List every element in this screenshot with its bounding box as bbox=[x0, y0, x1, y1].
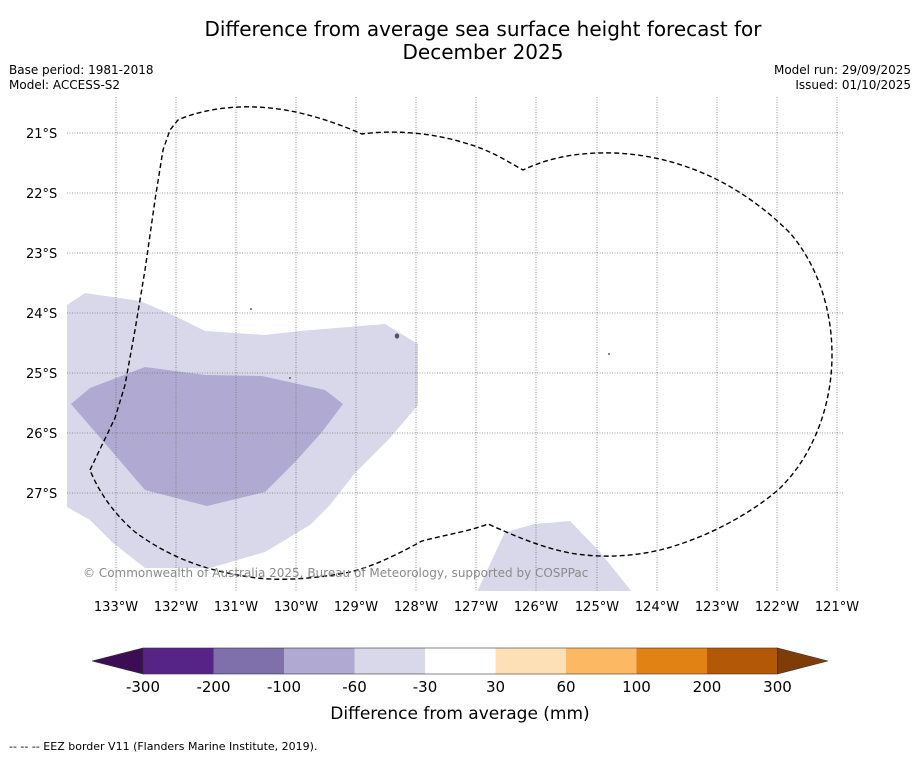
islands bbox=[250, 308, 610, 379]
anomaly-shading bbox=[67, 293, 632, 591]
cb-tick-minus100: -100 bbox=[267, 678, 301, 696]
eez-border bbox=[89, 106, 833, 580]
island-1 bbox=[394, 333, 400, 339]
meta-left: Base period: 1981-2018 Model: ACCESS-S2 bbox=[9, 63, 154, 93]
lon-label-126w: 126°W bbox=[514, 600, 558, 615]
longitude-labels: 133°W 132°W 131°W 130°W 129°W 128°W 127°… bbox=[94, 600, 859, 615]
copyright-text: © Commonwealth of Australia 2025, Bureau… bbox=[83, 566, 588, 580]
cb-tick-300: 300 bbox=[763, 678, 792, 696]
model-run: Model run: 29/09/2025 bbox=[773, 63, 911, 77]
colorbar-label: Difference from average (mm) bbox=[330, 704, 589, 724]
lon-label-130w: 130°W bbox=[274, 600, 318, 615]
lat-label-23s: 23°S bbox=[26, 247, 57, 262]
region-south-minus30 bbox=[477, 521, 632, 591]
lon-label-131w: 131°W bbox=[214, 600, 258, 615]
lon-label-132w: 132°W bbox=[154, 600, 198, 615]
issued-date: Issued: 01/10/2025 bbox=[795, 78, 911, 92]
lon-label-128w: 128°W bbox=[394, 600, 438, 615]
island-2 bbox=[250, 308, 252, 310]
lon-label-133w: 133°W bbox=[94, 600, 138, 615]
colorbar-segment-minus30-30 bbox=[425, 648, 496, 674]
colorbar-segment-200-300 bbox=[707, 648, 778, 674]
model-name: Model: ACCESS-S2 bbox=[9, 78, 121, 92]
cb-tick-minus200: -200 bbox=[196, 678, 230, 696]
lat-label-22s: 22°S bbox=[26, 187, 57, 202]
title-line-2: December 2025 bbox=[402, 40, 564, 64]
colorbar-segment-30-60 bbox=[495, 648, 566, 674]
colorbar-segment-minus60-minus30 bbox=[354, 648, 425, 674]
meta-right: Model run: 29/09/2025 Issued: 01/10/2025 bbox=[774, 63, 911, 93]
cb-tick-30: 30 bbox=[486, 678, 505, 696]
lon-label-122w: 122°W bbox=[755, 600, 799, 615]
island-4 bbox=[608, 353, 610, 355]
colorbar-segment-minus300-minus200 bbox=[143, 648, 214, 674]
lat-label-27s: 27°S bbox=[26, 487, 57, 502]
colorbar-extend-low bbox=[91, 647, 144, 675]
base-period: Base period: 1981-2018 bbox=[9, 63, 154, 77]
colorbar-outline bbox=[142, 647, 778, 675]
cb-tick-60: 60 bbox=[556, 678, 575, 696]
eez-footnote: -- -- -- EEZ border V11 (Flanders Marine… bbox=[9, 740, 318, 753]
map-title: Difference from average sea surface heig… bbox=[0, 18, 919, 64]
cb-tick-100: 100 bbox=[622, 678, 651, 696]
island-3 bbox=[289, 377, 291, 379]
cb-tick-200: 200 bbox=[693, 678, 722, 696]
colorbar: -300 -200 -100 -60 -30 30 60 100 200 300… bbox=[91, 647, 829, 724]
colorbar-segment-minus100-minus60 bbox=[284, 648, 355, 674]
lat-label-21s: 21°S bbox=[26, 127, 57, 142]
lon-label-124w: 124°W bbox=[635, 600, 679, 615]
colorbar-segment-100-200 bbox=[636, 648, 707, 674]
cb-tick-minus300: -300 bbox=[126, 678, 160, 696]
graticule bbox=[67, 97, 843, 591]
cb-tick-minus60: -60 bbox=[342, 678, 367, 696]
colorbar-segment-minus200-minus100 bbox=[213, 648, 284, 674]
lon-label-129w: 129°W bbox=[334, 600, 378, 615]
colorbar-ticks: -300 -200 -100 -60 -30 30 60 100 200 300 bbox=[126, 678, 792, 696]
lat-label-24s: 24°S bbox=[26, 307, 57, 322]
lat-label-25s: 25°S bbox=[26, 367, 57, 382]
lon-label-125w: 125°W bbox=[575, 600, 619, 615]
region-minus60-to-minus100 bbox=[71, 367, 343, 506]
colorbar-extend-high bbox=[777, 647, 829, 675]
lon-label-121w: 121°W bbox=[815, 600, 859, 615]
colorbar-segment-60-100 bbox=[566, 648, 637, 674]
lat-label-26s: 26°S bbox=[26, 427, 57, 442]
title-line-1: Difference from average sea surface heig… bbox=[204, 17, 762, 41]
cb-tick-minus30: -30 bbox=[413, 678, 438, 696]
latitude-labels: 21°S 22°S 23°S 24°S 25°S 26°S 27°S bbox=[26, 127, 57, 502]
lon-label-123w: 123°W bbox=[695, 600, 739, 615]
lon-label-127w: 127°W bbox=[454, 600, 498, 615]
